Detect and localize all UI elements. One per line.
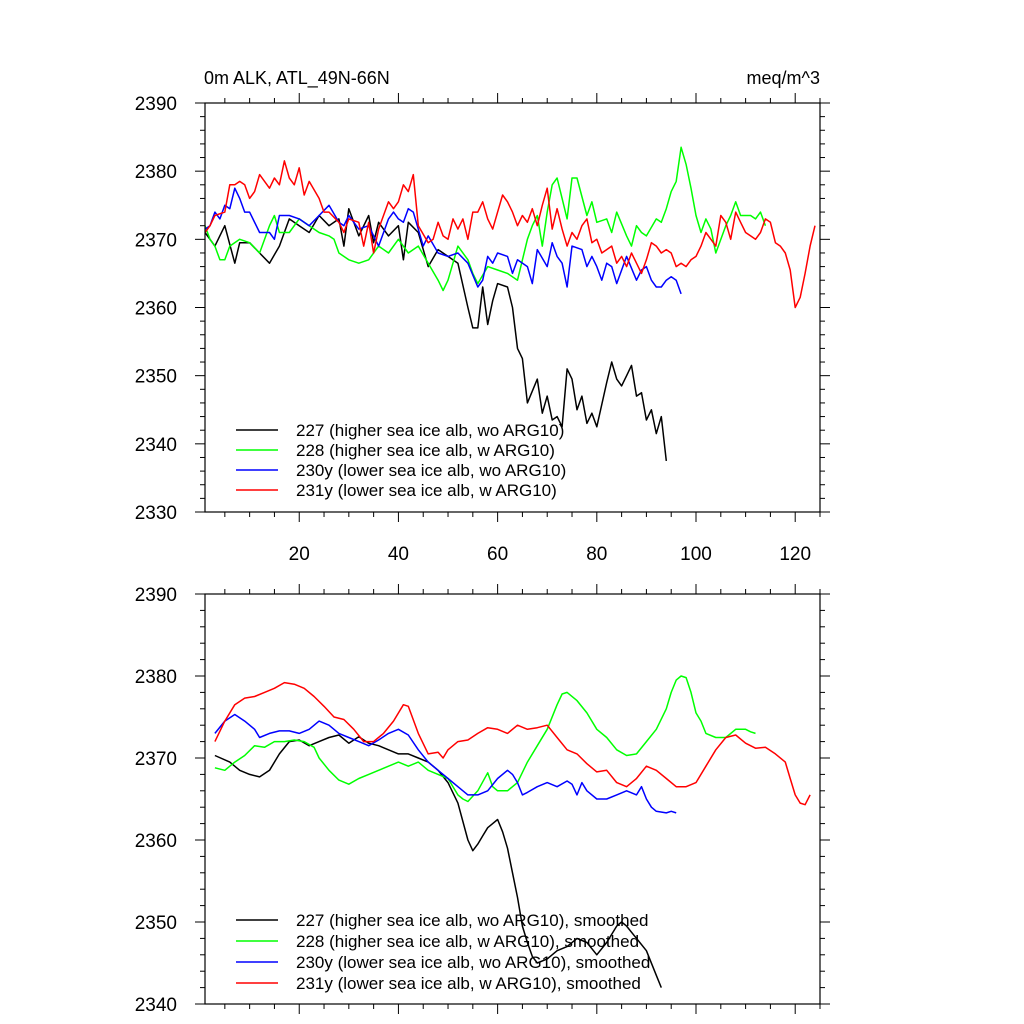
top-title-right: meq/m^3 [747,68,820,88]
bottom-y-tick-label-1: 2350 [135,913,177,934]
bottom-plot-frame [204,593,821,1005]
bottom-series-line-0 [214,734,662,988]
top-x-tick-label-4: 100 [680,544,712,565]
top-legend-label-2: 230y (lower sea ice alb, wo ARG10) [296,461,566,480]
bottom-legend-label-2: 230y (lower sea ice alb, wo ARG10), smoo… [296,953,650,972]
bottom-legend-label-3: 231y (lower sea ice alb, w ARG10), smoot… [296,974,641,993]
bottom-y-tick-label-4: 2380 [135,667,177,688]
top-legend-label-0: 227 (higher sea ice alb, wo ARG10) [296,421,564,440]
top-series-line-2 [205,187,682,295]
bottom-y-tick-label-5: 2390 [135,585,177,606]
top-y-tick-label-2: 2350 [135,367,177,388]
bottom-y-tick-label-3: 2370 [135,749,177,770]
top-series-line-0 [205,207,668,461]
bottom-legend-label-1: 228 (higher sea ice alb, w ARG10), smoot… [296,932,639,951]
bottom-y-tick-label-2: 2360 [135,831,177,852]
bottom-legend-label-0: 227 (higher sea ice alb, wo ARG10), smoo… [296,911,648,930]
top-panel: 0m ALK, ATL_49N-66N meq/m^3 20 40 60 80 100 1… [135,68,830,565]
top-x-tick-label-1: 40 [388,544,409,565]
bottom-panel: 2340 2350 2360 2370 2380 2390 227 (higher sea … [135,584,830,1016]
top-y-tick-label-6: 2390 [135,94,177,115]
bottom-series-line-1 [214,675,756,803]
top-x-tick-label-2: 60 [487,544,508,565]
top-series-line-3 [205,160,816,309]
top-y-tick-label-0: 2330 [135,503,177,524]
top-title-left: 0m ALK, ATL_49N-66N [204,68,390,89]
bottom-y-tick-label-0: 2340 [135,995,177,1016]
bottom-series-line-2 [214,713,677,814]
top-x-tick-label-5: 120 [779,544,811,565]
top-y-tick-label-5: 2380 [135,162,177,183]
top-legend-label-1: 228 (higher sea ice alb, w ARG10) [296,441,555,460]
top-y-tick-label-3: 2360 [135,299,177,320]
bottom-series-line-3 [214,681,811,806]
top-x-tick-label-0: 20 [289,544,310,565]
top-y-tick-label-4: 2370 [135,230,177,251]
top-legend-label-3: 231y (lower sea ice alb, w ARG10) [296,481,557,500]
top-y-tick-label-1: 2340 [135,435,177,456]
top-x-tick-label-3: 80 [586,544,607,565]
